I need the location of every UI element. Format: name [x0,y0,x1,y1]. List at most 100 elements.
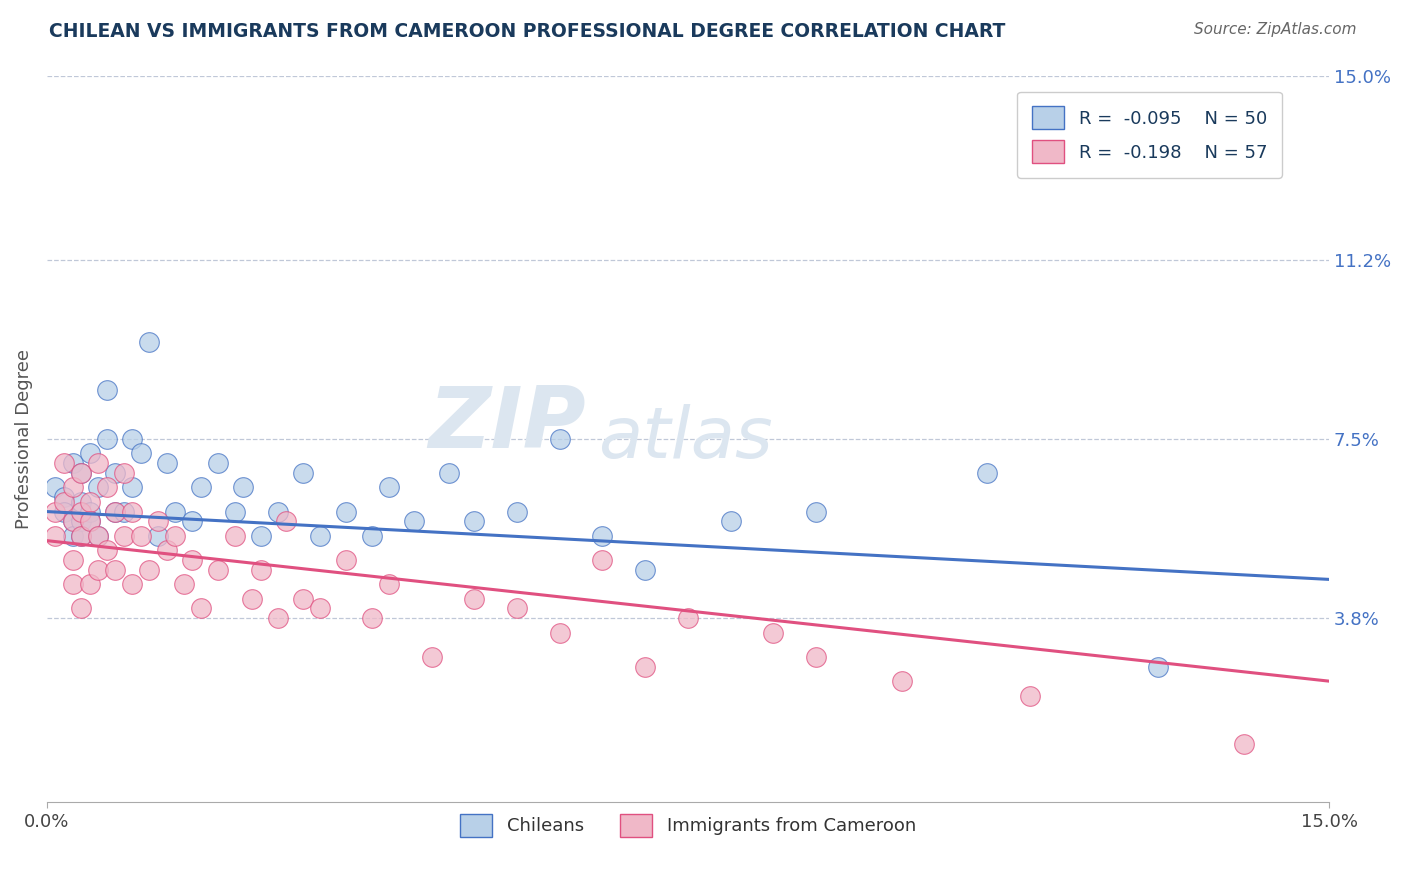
Point [292,591,315,606]
Point [62,553,84,567]
Point [70,466,93,480]
Point [173,577,195,591]
Point [112,466,135,480]
Point [506,601,529,615]
Point [335,505,357,519]
Point [104,505,127,519]
Point [309,601,332,615]
Point [79,577,101,591]
Point [70,466,93,480]
Point [155,543,177,558]
Point [360,529,382,543]
Point [62,480,84,494]
Point [146,514,169,528]
Point [44,480,66,494]
Point [266,611,288,625]
Point [155,456,177,470]
Point [1232,737,1254,751]
Point [121,577,143,591]
Point [420,649,443,664]
Point [181,553,204,567]
Point [360,611,382,625]
Point [44,529,66,543]
Point [190,601,212,615]
Point [121,480,143,494]
Point [232,480,254,494]
Text: CHILEAN VS IMMIGRANTS FROM CAMEROON PROFESSIONAL DEGREE CORRELATION CHART: CHILEAN VS IMMIGRANTS FROM CAMEROON PROF… [49,22,1005,41]
Point [240,591,263,606]
Point [79,446,101,460]
Point [96,480,118,494]
Point [548,625,571,640]
Point [335,553,357,567]
Point [266,505,288,519]
Legend: Chileans, Immigrants from Cameroon: Chileans, Immigrants from Cameroon [453,806,924,844]
Point [463,514,485,528]
Point [70,601,93,615]
Point [592,553,614,567]
Point [112,529,135,543]
Point [79,505,101,519]
Point [79,495,101,509]
Point [121,432,143,446]
Point [463,591,485,606]
Point [44,505,66,519]
Text: Source: ZipAtlas.com: Source: ZipAtlas.com [1194,22,1357,37]
Point [890,674,912,689]
Point [720,514,742,528]
Point [224,529,246,543]
Point [62,514,84,528]
Point [70,514,93,528]
Point [62,514,84,528]
Point [676,611,699,625]
Point [87,563,110,577]
Point [62,577,84,591]
Point [129,529,152,543]
Point [190,480,212,494]
Point [207,456,229,470]
Point [138,334,160,349]
Point [634,659,657,673]
Point [224,505,246,519]
Point [53,456,76,470]
Point [104,563,127,577]
Point [634,563,657,577]
Point [53,505,76,519]
Y-axis label: Professional Degree: Professional Degree [15,349,32,529]
Point [592,529,614,543]
Point [804,649,827,664]
Point [378,480,401,494]
Point [87,529,110,543]
Point [70,529,93,543]
Point [129,446,152,460]
Point [121,505,143,519]
Point [87,480,110,494]
Point [96,384,118,398]
Point [165,529,187,543]
Point [249,529,271,543]
Point [70,495,93,509]
Point [1018,689,1040,703]
Point [762,625,785,640]
Point [249,563,271,577]
Point [276,514,298,528]
Point [292,466,315,480]
Point [548,432,571,446]
Point [87,456,110,470]
Point [207,563,229,577]
Point [104,505,127,519]
Point [309,529,332,543]
Point [1147,659,1170,673]
Point [138,563,160,577]
Point [165,505,187,519]
Point [79,514,101,528]
Point [378,577,401,591]
Point [181,514,204,528]
Point [87,529,110,543]
Point [104,466,127,480]
Point [62,456,84,470]
Point [70,529,93,543]
Point [404,514,426,528]
Point [437,466,460,480]
Point [96,543,118,558]
